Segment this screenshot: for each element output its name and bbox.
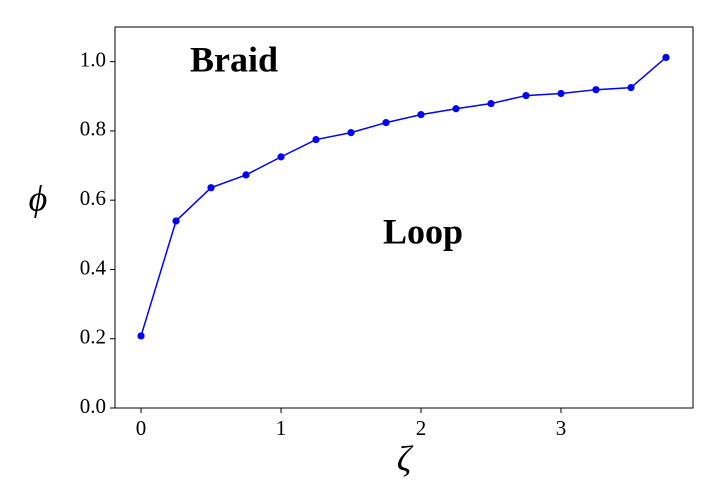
data-point xyxy=(312,135,320,144)
y-tick-label: 0.6 xyxy=(80,186,106,210)
y-tick-label: 0.0 xyxy=(80,394,106,418)
data-point xyxy=(592,86,600,94)
data-point xyxy=(172,217,180,225)
data-point xyxy=(557,89,565,98)
x-tick-label: 1 xyxy=(276,416,287,440)
data-point xyxy=(382,118,390,127)
data-point xyxy=(277,153,285,161)
data-point xyxy=(347,129,355,137)
annotation: Braid xyxy=(190,39,278,79)
x-axis-label: ζ xyxy=(397,438,414,478)
data-point xyxy=(242,171,250,179)
data-line xyxy=(140,56,667,337)
data-point xyxy=(522,91,530,100)
plot-frame xyxy=(114,26,694,409)
data-point xyxy=(207,184,215,192)
annotation: Loop xyxy=(383,211,463,251)
data-point xyxy=(417,111,425,119)
data-point xyxy=(137,332,145,340)
data-point xyxy=(487,99,495,108)
x-tick-label: 2 xyxy=(416,416,427,440)
y-tick-label: 0.2 xyxy=(80,325,106,349)
x-tick-label: 0 xyxy=(136,416,147,440)
y-tick-label: 1.0 xyxy=(80,47,106,71)
y-tick-label: 0.8 xyxy=(80,117,106,141)
y-tick-label: 0.4 xyxy=(80,255,107,279)
y-axis-label: ϕ xyxy=(29,178,48,218)
data-point xyxy=(662,53,670,62)
data-point xyxy=(627,84,635,92)
data-point xyxy=(452,105,460,113)
x-tick-label: 3 xyxy=(556,416,567,440)
